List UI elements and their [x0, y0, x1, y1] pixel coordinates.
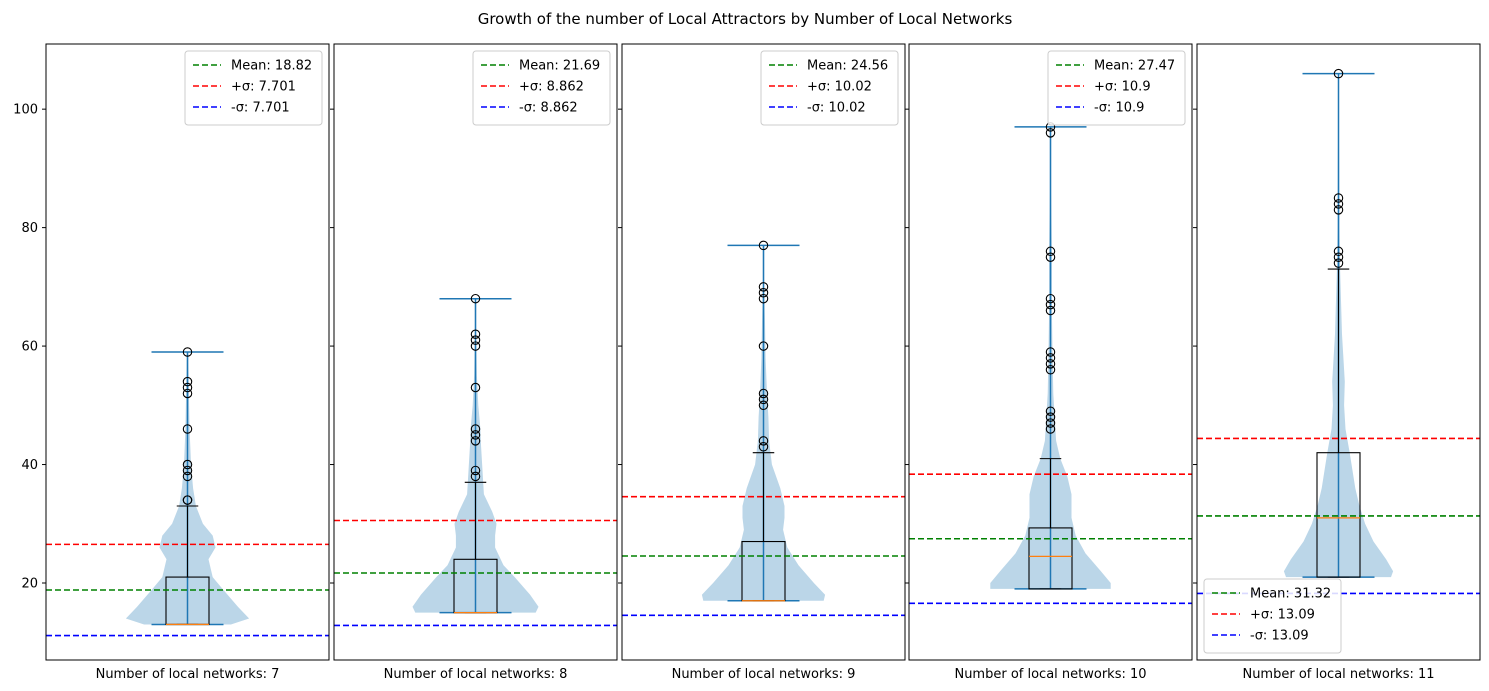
panel-frame [333, 43, 618, 661]
panel-5: Number of local networks: 11 Mean: 31.32 +… [1193, 43, 1481, 682]
legend-plus-sigma-label: +σ: 8.862 [519, 80, 584, 95]
legend-box [1203, 578, 1342, 654]
panel-xlabel: Number of local networks: 7 [96, 667, 280, 682]
outlier-point [758, 442, 769, 452]
outlier-point [470, 465, 481, 476]
legend-minus-sigma-label: -σ: 10.9 [1094, 101, 1144, 116]
panels-group: 20 40 60 80 100 Number of local networks: 7 Me… [13, 43, 1481, 682]
outlier-point [1045, 293, 1056, 304]
outlier-point [758, 341, 769, 351]
outlier-point [1045, 252, 1056, 262]
outlier-point [470, 424, 481, 434]
legend-minus-sigma-label: -σ: 7.701 [231, 101, 290, 116]
outlier-point [182, 347, 193, 357]
outlier-point [470, 436, 481, 446]
panel-xlabel: Number of local networks: 9 [672, 667, 856, 682]
outlier-point [182, 382, 193, 393]
outlier-point [758, 388, 769, 399]
legend-minus-sigma-label: -σ: 13.09 [1250, 629, 1309, 644]
legend-minus-sigma-label: -σ: 8.862 [519, 101, 578, 116]
outlier-point [1333, 258, 1344, 268]
y-tick-label: 20 [21, 577, 38, 592]
outlier-point [182, 376, 193, 387]
outlier-point [470, 329, 481, 339]
outlier-point [1333, 246, 1344, 257]
legend-mean-label: Mean: 31.32 [1250, 587, 1331, 602]
outlier-point [1045, 299, 1056, 310]
panel-frame [1196, 43, 1481, 661]
legend: Mean: 27.47 +σ: 10.9 -σ: 10.9 [1047, 50, 1186, 126]
outlier-point [758, 394, 769, 405]
outlier-point [1333, 68, 1344, 79]
outlier-point [1333, 252, 1344, 262]
outlier-point [758, 293, 769, 304]
panel-frame [621, 43, 906, 661]
outlier-point [470, 293, 481, 304]
panel-xlabel: Number of local networks: 11 [1242, 667, 1434, 682]
legend-minus-sigma-label: -σ: 10.02 [807, 101, 866, 116]
outlier-point [470, 430, 481, 440]
y-tick-label: 40 [21, 458, 38, 473]
outlier-point [182, 388, 193, 399]
legend-plus-sigma-label: +σ: 7.701 [231, 80, 296, 95]
outlier-point [758, 240, 769, 251]
y-tick-label: 60 [21, 340, 38, 355]
panel-4: Number of local networks: 10 Mean: 27.47 +… [905, 43, 1193, 682]
outlier-point [470, 382, 481, 393]
legend-box [1047, 50, 1186, 126]
legend: Mean: 18.82 +σ: 7.701 -σ: 7.701 [184, 50, 323, 126]
outlier-point [1045, 347, 1056, 357]
outlier-point [182, 424, 193, 434]
outlier-point [758, 436, 769, 446]
legend-box [184, 50, 323, 126]
outlier-point [182, 471, 193, 482]
outlier-point [758, 400, 769, 411]
legend-mean-label: Mean: 21.69 [519, 59, 600, 74]
panel-frame [45, 43, 330, 661]
panel-2: Number of local networks: 8 Mean: 21.69 +σ… [330, 43, 618, 682]
legend-mean-label: Mean: 24.56 [807, 59, 888, 74]
outlier-point [470, 471, 481, 482]
outlier-point [1045, 418, 1056, 428]
panel-xlabel: Number of local networks: 10 [954, 667, 1146, 682]
outlier-point [758, 282, 769, 292]
legend-mean-label: Mean: 18.82 [231, 59, 312, 74]
legend-plus-sigma-label: +σ: 10.9 [1094, 80, 1151, 95]
panel-frame [908, 43, 1193, 661]
legend-box [472, 50, 611, 126]
outlier-point [1045, 353, 1056, 363]
y-tick-label: 80 [21, 221, 38, 236]
legend-mean-label: Mean: 27.47 [1094, 59, 1175, 74]
outlier-point [470, 335, 481, 345]
outlier-point [1045, 424, 1056, 434]
outlier-point [182, 495, 193, 505]
outlier-point [182, 465, 193, 476]
legend: Mean: 31.32 +σ: 13.09 -σ: 13.09 [1203, 578, 1342, 654]
legend-plus-sigma-label: +σ: 13.09 [1250, 608, 1315, 623]
panel-3: Number of local networks: 9 Mean: 24.56 +σ… [618, 43, 906, 682]
outlier-point [1045, 359, 1056, 369]
legend-plus-sigma-label: +σ: 10.02 [807, 80, 872, 95]
legend-box [760, 50, 899, 126]
chart-title: Growth of the number of Local Attractors… [478, 10, 1013, 28]
outlier-point [1333, 193, 1344, 203]
outlier-point [1045, 305, 1056, 316]
outlier-point [1333, 205, 1344, 215]
panel-xlabel: Number of local networks: 8 [384, 667, 568, 682]
outlier-point [1045, 128, 1056, 138]
outlier-point [1045, 246, 1056, 257]
panel-1: 20 40 60 80 100 Number of local networks: 7 Me… [13, 43, 330, 682]
outlier-point [1045, 412, 1056, 422]
legend: Mean: 21.69 +σ: 8.862 -σ: 8.862 [472, 50, 611, 126]
outlier-point [758, 288, 769, 298]
outlier-point [1333, 199, 1344, 209]
outlier-point [470, 341, 481, 351]
outlier-point [182, 459, 193, 470]
outlier-point [1045, 365, 1056, 375]
outlier-point [1045, 406, 1056, 416]
y-tick-label: 100 [13, 103, 38, 118]
legend: Mean: 24.56 +σ: 10.02 -σ: 10.02 [760, 50, 899, 126]
